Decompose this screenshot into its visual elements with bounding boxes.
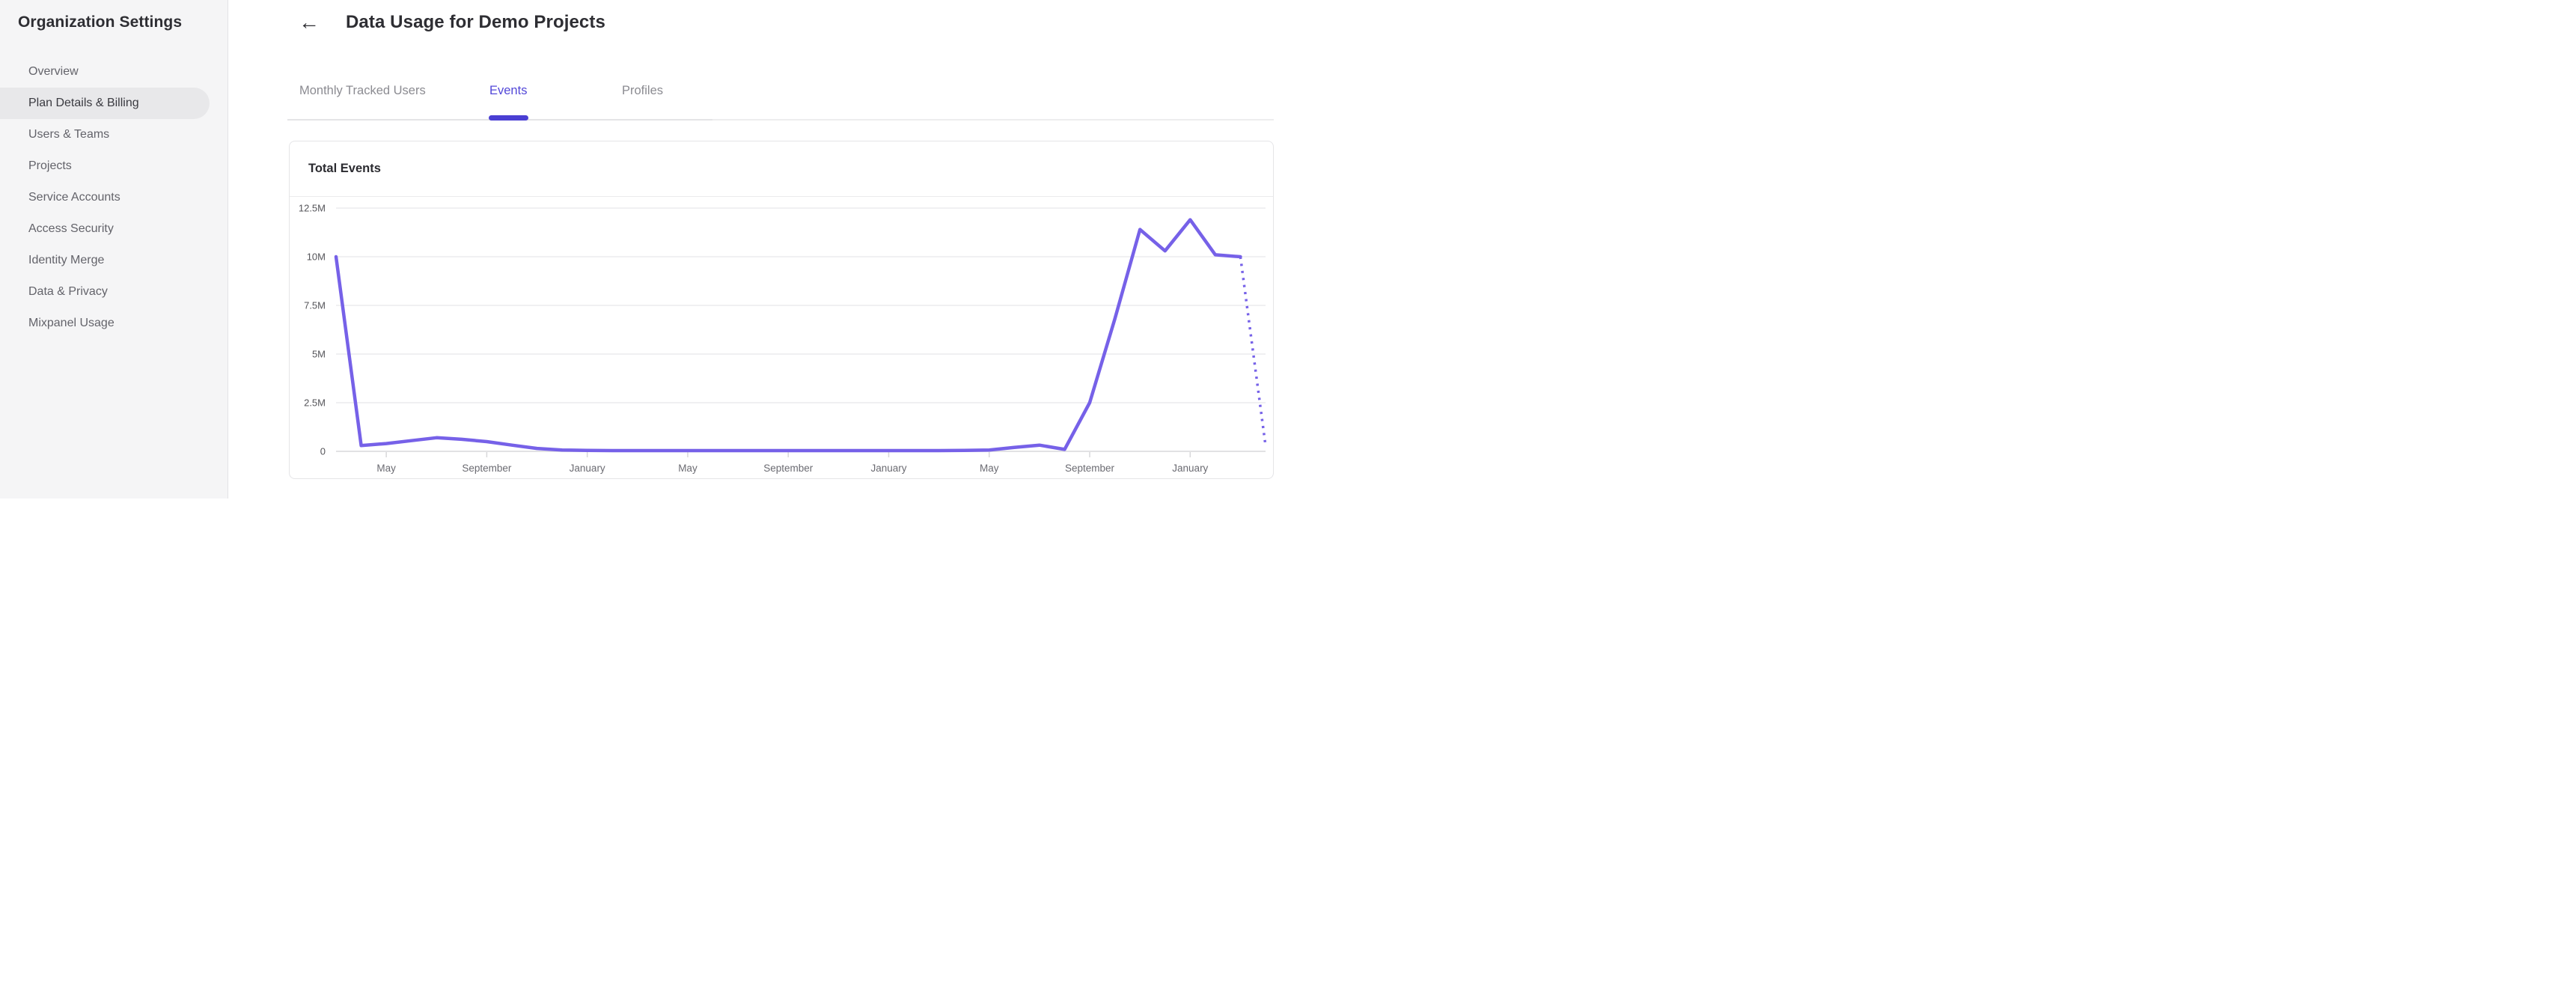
tabs-divider-light <box>712 119 1274 121</box>
sidebar-item-mixpanel-usage[interactable]: Mixpanel Usage <box>28 317 115 329</box>
sidebar-item-service-accounts[interactable]: Service Accounts <box>28 191 120 204</box>
x-axis-label: January <box>870 463 906 474</box>
total-events-projection-dotted-line <box>1239 256 1267 446</box>
back-arrow-icon[interactable]: ← <box>299 10 320 34</box>
sidebar-item-data-and-privacy[interactable]: Data & Privacy <box>28 285 108 298</box>
sidebar-item-identity-merge[interactable]: Identity Merge <box>28 254 105 266</box>
y-axis-label: 2.5M <box>304 397 326 409</box>
y-axis-label: 0 <box>320 446 326 457</box>
tab-events[interactable]: Events <box>489 84 528 97</box>
tab-profiles[interactable]: Profiles <box>622 84 664 97</box>
tab-monthly-tracked-users[interactable]: Monthly Tracked Users <box>299 84 426 97</box>
y-axis-label: 7.5M <box>304 300 326 311</box>
x-axis-label: September <box>763 463 814 474</box>
x-axis-label: May <box>376 463 396 474</box>
sidebar-item-users-and-teams[interactable]: Users & Teams <box>28 128 110 141</box>
sidebar-title: Organization Settings <box>18 13 183 31</box>
y-axis-label: 5M <box>312 349 326 360</box>
x-axis-label: September <box>462 463 512 474</box>
card-header: Total Events <box>290 141 1273 197</box>
sidebar-item-overview[interactable]: Overview <box>28 65 79 78</box>
y-axis-label: 12.5M <box>299 203 326 214</box>
x-axis-label: May <box>678 463 698 474</box>
page-title: Data Usage for Demo Projects <box>346 12 605 32</box>
events-line-chart: 0 2.5M 5M 7.5M 10M 12.5M May September January Ma… <box>290 197 1273 479</box>
sidebar-item-plan-details-and-billing[interactable]: Plan Details & Billing <box>0 88 210 119</box>
x-axis-label: January <box>1172 463 1208 474</box>
active-tab-indicator <box>489 115 528 121</box>
total-events-line <box>334 218 1242 453</box>
sidebar-item-access-security[interactable]: Access Security <box>28 222 114 235</box>
sidebar-item-projects[interactable]: Projects <box>28 159 72 172</box>
x-axis-label: May <box>980 463 999 474</box>
y-axis-label: 10M <box>307 251 326 263</box>
events-line-chart-svg: 0 2.5M 5M 7.5M 10M 12.5M May September January Ma… <box>299 203 1267 474</box>
sidebar: Organization Settings Overview Plan Detai… <box>0 0 228 498</box>
card-title: Total Events <box>308 162 381 175</box>
sidebar-nav: Overview Plan Details & Billing Users & Te… <box>0 56 228 339</box>
x-axis-label: January <box>570 463 605 474</box>
total-events-card: Total Events 0 2.5M 5M 7.5M 10M 12.5M May Septe… <box>289 141 1274 479</box>
x-axis-label: September <box>1065 463 1115 474</box>
